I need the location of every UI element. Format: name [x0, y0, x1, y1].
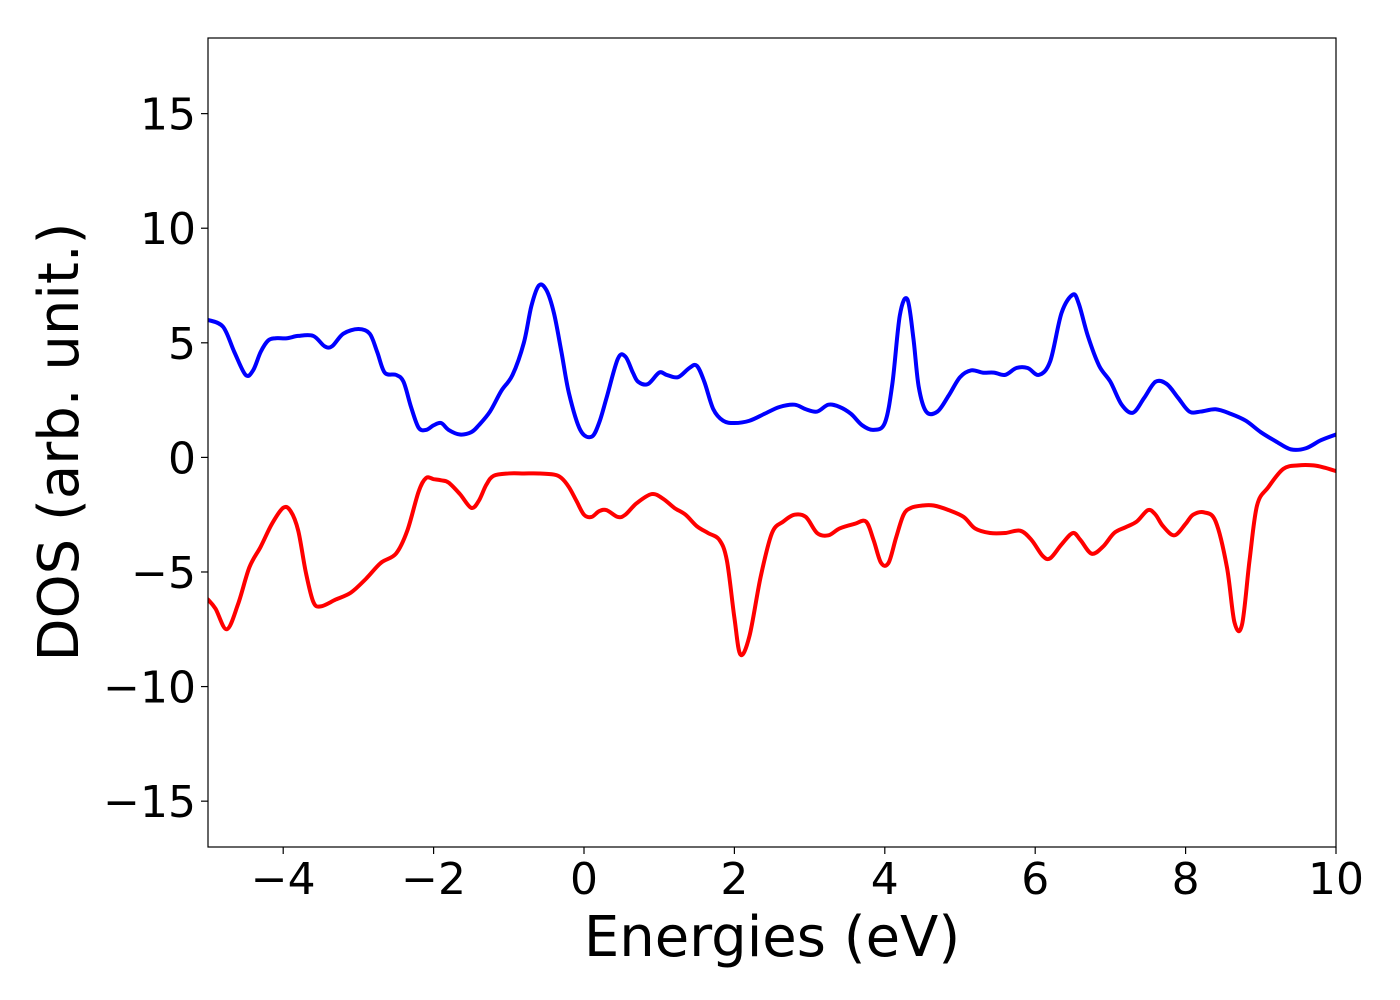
dos-spin-up-line: [208, 282, 1336, 452]
y-tick-label: −5: [131, 548, 196, 599]
x-tick-label: 2: [720, 854, 748, 905]
dos-spin-down-line: [208, 463, 1336, 658]
y-tick-label: 10: [140, 204, 196, 255]
y-tick-label: 15: [140, 90, 196, 141]
x-tick-label: 0: [570, 854, 598, 905]
series-layer: [208, 282, 1336, 658]
y-tick-label: 5: [168, 319, 196, 370]
plot-frame: [207, 37, 1337, 848]
x-tick-label: 4: [871, 854, 899, 905]
x-tick-label: 6: [1021, 854, 1049, 905]
y-tick-label: −15: [103, 777, 196, 828]
y-tick-label: 0: [168, 433, 196, 484]
x-axis-title: Energies (eV): [584, 905, 960, 970]
y-tick-label: −10: [103, 663, 196, 714]
x-tick-label: 10: [1308, 854, 1364, 905]
x-tick-label: −4: [251, 854, 316, 905]
x-tick-label: −2: [401, 854, 466, 905]
y-axis-title: DOS (arb. unit.): [27, 222, 92, 661]
ticks-layer: −4 −2 0 2 4 6 8 10 15 10 5 0 −5 −10 −15: [103, 90, 1364, 905]
x-tick-label: 8: [1172, 854, 1200, 905]
